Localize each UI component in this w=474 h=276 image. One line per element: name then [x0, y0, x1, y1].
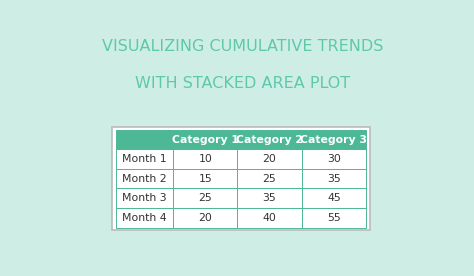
FancyBboxPatch shape — [116, 130, 173, 149]
Text: Category 2: Category 2 — [236, 135, 303, 145]
FancyBboxPatch shape — [237, 189, 301, 208]
FancyBboxPatch shape — [116, 208, 173, 228]
Text: 15: 15 — [199, 174, 212, 184]
FancyBboxPatch shape — [237, 130, 301, 149]
FancyBboxPatch shape — [301, 169, 366, 189]
Text: 25: 25 — [263, 174, 276, 184]
FancyBboxPatch shape — [173, 208, 237, 228]
Text: 25: 25 — [199, 193, 212, 203]
Text: 20: 20 — [198, 213, 212, 223]
Text: Category 1: Category 1 — [172, 135, 239, 145]
Text: 35: 35 — [327, 174, 341, 184]
Text: WITH STACKED AREA PLOT: WITH STACKED AREA PLOT — [136, 76, 350, 91]
Text: 30: 30 — [327, 154, 341, 164]
FancyBboxPatch shape — [116, 189, 173, 208]
FancyBboxPatch shape — [301, 130, 366, 149]
Text: Month 2: Month 2 — [122, 174, 167, 184]
Text: 35: 35 — [263, 193, 276, 203]
FancyBboxPatch shape — [237, 208, 301, 228]
FancyBboxPatch shape — [173, 130, 237, 149]
FancyBboxPatch shape — [301, 149, 366, 169]
Text: Month 3: Month 3 — [122, 193, 167, 203]
FancyBboxPatch shape — [173, 169, 237, 189]
Text: 55: 55 — [327, 213, 341, 223]
FancyBboxPatch shape — [237, 149, 301, 169]
Text: 45: 45 — [327, 193, 341, 203]
FancyBboxPatch shape — [116, 169, 173, 189]
FancyBboxPatch shape — [237, 169, 301, 189]
Text: Month 4: Month 4 — [122, 213, 167, 223]
FancyBboxPatch shape — [112, 127, 370, 230]
Text: 40: 40 — [263, 213, 276, 223]
FancyBboxPatch shape — [173, 149, 237, 169]
Text: 20: 20 — [263, 154, 276, 164]
FancyBboxPatch shape — [116, 149, 173, 169]
Text: VISUALIZING CUMULATIVE TRENDS: VISUALIZING CUMULATIVE TRENDS — [102, 39, 383, 54]
Text: Category 3: Category 3 — [301, 135, 367, 145]
FancyBboxPatch shape — [173, 189, 237, 208]
Text: Month 1: Month 1 — [122, 154, 167, 164]
Text: 10: 10 — [198, 154, 212, 164]
FancyBboxPatch shape — [301, 208, 366, 228]
FancyBboxPatch shape — [301, 189, 366, 208]
